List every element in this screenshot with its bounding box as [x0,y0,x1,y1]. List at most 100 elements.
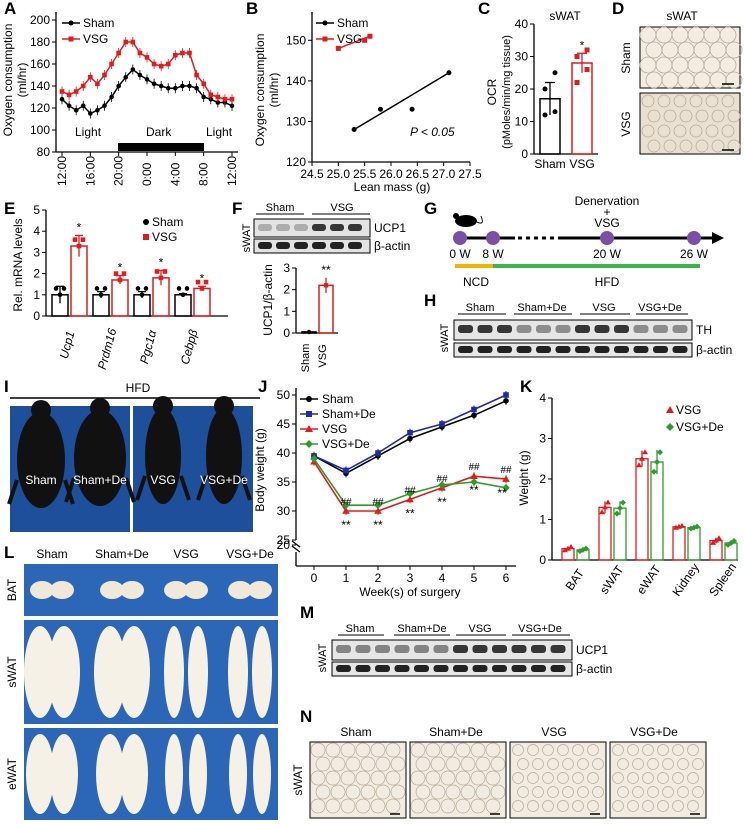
l-group-shamde: Sham+De [95,547,149,561]
a-legend: Sham VSG [62,16,114,46]
b-point-sham [446,70,452,76]
a-point-vsg [66,92,72,98]
e-gene-cebpb: Cebpβ [178,328,201,366]
panel-letter-i: I [4,377,9,396]
b-legend: Sham VSG [316,16,368,46]
n-adipocyte [310,770,326,786]
d-adipocyte [695,109,709,123]
e-point [135,286,141,291]
n-adipocyte [325,798,341,814]
f-y-ticks: 3 2 1 0 [283,261,296,340]
j-xtick-label: 0 [311,571,318,585]
n-adipocyte [642,772,654,784]
j-point [374,507,382,514]
c-ytick-label: 20 [515,82,529,96]
a-point-sham [80,103,86,109]
e-point [57,292,63,298]
l-ewat-lobe [165,734,183,814]
e-legend-vsg: VSG [152,230,177,244]
n-adipocyte [527,744,539,756]
j-point [471,406,477,413]
panel-n: N Sham Sham+De VSG VSG+De sWAT [291,707,707,819]
j-ytick-label: 40 [277,446,291,460]
b-point-sham [409,106,415,112]
n-adipocyte [340,770,356,786]
c-point [574,80,580,85]
a-point-vsg [88,74,93,80]
d-adipocyte [679,139,693,153]
a-point-vsg [194,72,199,78]
j-hash: ## [500,465,512,476]
l-bat-lobe [50,581,74,599]
b-point-vsg [367,33,373,39]
j-star: ** [437,495,447,509]
i-mouse-leg [124,477,136,503]
l-swat-lobe [188,626,208,718]
panel-i: I HFD Sham Sham+De VSG VSG+De [4,377,260,532]
f-band-actin-lane [330,242,344,249]
m-band-ucp1-lane [453,645,468,653]
n-adipocyte [542,744,554,756]
a-point-sham [88,111,93,116]
j-legend-shamde-marker [306,411,312,417]
h-band-actin-lane [497,346,512,353]
n-adipocyte [415,784,431,800]
a-point-vsg [73,89,79,94]
f-band-actin-lane [348,242,362,249]
k-legend-vsg-marker [666,406,674,413]
n-adipocyte [425,798,441,814]
m-band-ucp1-lane [336,645,351,653]
n-adipocyte [470,742,486,758]
n-adipocyte [355,770,371,786]
c-point [584,67,590,72]
a-point-sham [151,81,157,87]
n-adipocyte [672,772,684,784]
h-side-label: sWAT [439,323,451,352]
i-mouse-body [17,412,65,508]
m-side-label: sWAT [317,643,329,672]
d-adipocyte [727,139,741,153]
b-y-ticks: 150 140 130 120 [286,33,312,169]
i-mouse-head [31,400,51,420]
f-group-sham: Sham [266,202,295,214]
l-swat-lobe [164,626,184,718]
m-group-sham: Sham [346,623,375,635]
h-band-th-lane [672,325,688,333]
panel-letter-e: E [4,199,15,218]
e-significance: * [200,271,205,285]
e-point [61,286,67,291]
i-mouse-head [90,398,110,418]
m-band-ucp1-lane [550,645,566,653]
h-blot-th [453,319,693,341]
j-hash: ## [404,485,416,496]
c-x-vsg: VSG [569,157,594,171]
e-ytick-label: 5 [33,203,40,217]
e-bar [111,279,129,317]
a-point-sham [187,83,192,89]
l-ewat-lobe [26,734,54,814]
h-band-actin-lane [633,346,649,353]
d-adipocyte [689,124,703,138]
k-x-spleen: Spleen [706,560,739,599]
m-band-actin-lane [433,665,449,672]
n-adipocyte [345,756,361,772]
j-point [407,435,413,442]
a-point-vsg [137,50,143,56]
n-adipocyte [692,758,704,770]
n-adipocyte [557,772,569,784]
m-band-ucp1-lane [375,645,390,653]
f-band-actin-lane [258,242,272,249]
n-adipocyte [440,742,456,758]
d-adipocyte [725,41,743,59]
f-significance: ** [321,263,331,277]
n-adipocyte [562,758,574,770]
a-point-vsg [130,39,136,45]
a-phase-light-1: Light [75,125,102,139]
n-adipocyte [632,758,644,770]
n-adipocyte [355,742,371,758]
e-point [162,269,168,274]
j-legend-sham-marker [306,396,312,402]
a-point-sham [123,74,129,80]
h-band-actin-lane [672,346,688,353]
d-adipocyte-pattern [639,26,743,153]
